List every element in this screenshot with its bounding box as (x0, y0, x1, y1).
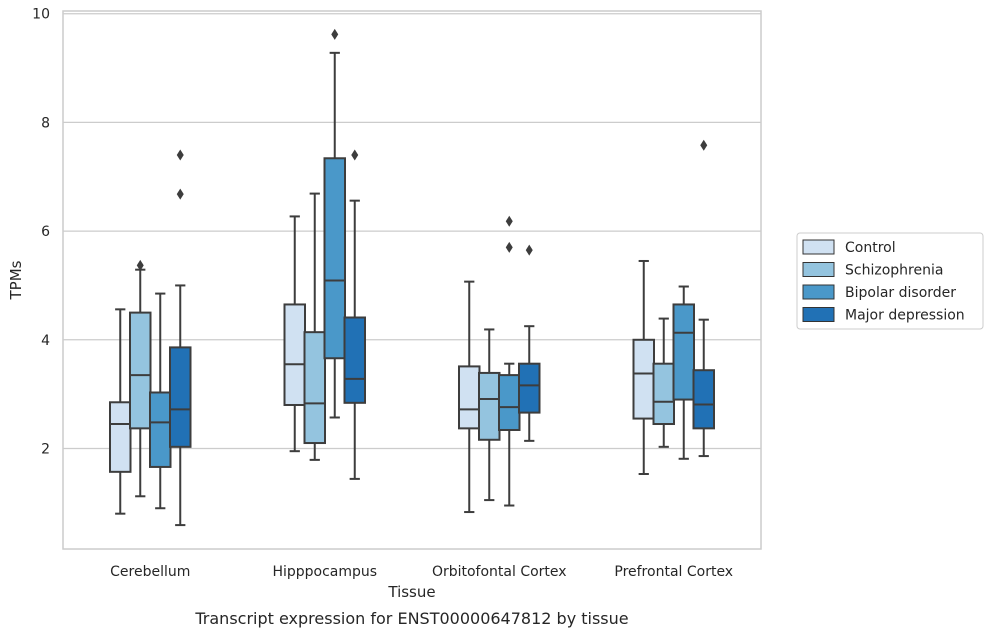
box-1-1 (303, 192, 326, 461)
box-0-1 (129, 259, 152, 498)
box-iqr (283, 303, 306, 406)
box-2-1 (478, 328, 501, 502)
box-2-2 (498, 215, 521, 507)
box-iqr (343, 316, 366, 404)
x-tick-label-1: Hipppocampus (272, 564, 377, 580)
plot-background (63, 11, 761, 549)
outlier-point-0 (505, 241, 513, 253)
y-tick-label-6: 6 (41, 224, 50, 240)
y-tick-label-10: 10 (32, 7, 50, 23)
outlier-point-0 (351, 149, 359, 161)
plot-frame (62, 10, 762, 550)
x-axis-label: Tissue (387, 583, 435, 601)
outlier-point-0 (525, 244, 533, 256)
x-tick-label-0: Cerebellum (110, 564, 190, 580)
outlier-point-0 (700, 139, 708, 151)
legend-label-0: Control (845, 240, 896, 256)
y-axis-label: TPMs (7, 260, 25, 300)
box-iqr (169, 346, 192, 448)
box-1-3 (343, 149, 366, 480)
box-iqr (652, 362, 675, 426)
box-iqr (672, 303, 695, 401)
legend-frame (796, 232, 984, 330)
box-iqr (458, 365, 481, 430)
legend-swatch-3 (802, 307, 835, 322)
box-0-0 (109, 308, 132, 515)
boxes (109, 28, 715, 527)
legend-label-1: Schizophrenia (845, 263, 943, 279)
legend-swatch-0 (802, 239, 835, 255)
y-tick-label-4: 4 (41, 333, 50, 349)
y-tick-label-2: 2 (41, 441, 50, 457)
box-0-2 (149, 292, 172, 510)
legend: Control Schizophrenia Bipolar disorder Majo… (796, 232, 984, 330)
x-tick-labels: Cerebellum Hipppocampus Orbitofontal Corte… (110, 564, 733, 580)
box-3-3 (692, 139, 715, 458)
outlier-point-1 (505, 215, 513, 227)
box-2-0 (458, 280, 481, 514)
y-tick-labels: 2 4 6 8 10 (32, 7, 50, 458)
outlier-point-0 (176, 188, 184, 200)
box-3-2 (672, 285, 695, 460)
chart-title: Transcript expression for ENST0000064781… (194, 609, 628, 628)
box-0-3 (169, 149, 192, 527)
box-iqr (692, 369, 715, 430)
outlier-point-0 (331, 28, 339, 40)
box-iqr (149, 391, 172, 468)
box-iqr (129, 311, 152, 430)
box-2-3 (518, 244, 541, 442)
x-tick-label-2: Orbitofontal Cortex (432, 564, 567, 580)
box-iqr (518, 362, 541, 414)
legend-swatch-2 (802, 284, 835, 300)
legend-label-3: Major depression (845, 308, 965, 324)
outlier-point-1 (176, 149, 184, 161)
x-tick-label-3: Prefrontal Cortex (614, 564, 733, 580)
box-1-2 (323, 28, 346, 419)
box-iqr (303, 331, 326, 445)
y-tick-label-8: 8 (41, 115, 50, 131)
box-iqr (478, 371, 501, 441)
box-iqr (323, 157, 346, 360)
box-iqr (109, 401, 132, 473)
legend-label-2: Bipolar disorder (845, 285, 956, 301)
box-iqr (498, 374, 521, 431)
outlier-point-0 (136, 259, 144, 271)
box-iqr (632, 338, 655, 420)
legend-swatch-1 (802, 262, 835, 277)
box-1-0 (283, 215, 306, 453)
